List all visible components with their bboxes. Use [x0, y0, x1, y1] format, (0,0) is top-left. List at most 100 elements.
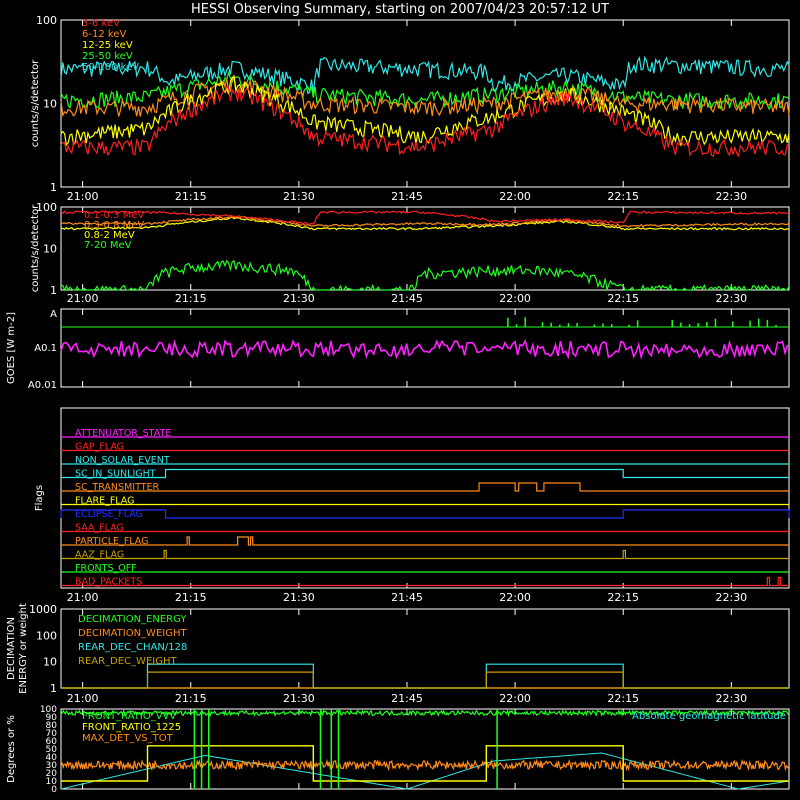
- series-line-0.1-0.3 MeV: [60, 210, 790, 225]
- series-line-latitude: [60, 752, 790, 790]
- y-tick-label: A: [50, 309, 57, 320]
- y-tick-label: 1000: [29, 603, 57, 616]
- series-line-0.3-0.8 MeV: [60, 215, 790, 228]
- legend-entry: 6-12 keV: [82, 29, 126, 40]
- legend-entry: 50-100 keV: [82, 62, 139, 73]
- x-tick-label: 22:15: [607, 190, 639, 203]
- y-axis-label: counts/s/detector: [30, 204, 41, 292]
- y-tick-label: 1: [50, 284, 57, 297]
- x-tick-label: 21:45: [391, 692, 423, 705]
- legend-entry: 7-20 MeV: [84, 240, 132, 251]
- series-line-REAR_DEC_WEIGHT: [61, 671, 789, 689]
- x-tick-label: 21:00: [67, 692, 99, 705]
- y-tick-label: 10: [46, 777, 58, 787]
- y-tick-label: 100: [36, 201, 57, 214]
- series-line-0.8-2 MeV: [60, 216, 790, 231]
- x-tick-label: 22:00: [499, 190, 531, 203]
- panel-frame-flags: [60, 407, 790, 589]
- series-line-7-20 MeV: [60, 259, 790, 292]
- series-line-REAR_DEC_CHAN/128: [61, 663, 789, 689]
- series-line-GOES low: [60, 339, 789, 361]
- x-tick-label: 22:30: [715, 190, 747, 203]
- y-tick-label: 0: [51, 785, 57, 795]
- y-tick-label: A0.1: [34, 343, 57, 354]
- series-line-12-25 keV: [60, 76, 790, 148]
- legend-entry: 0.3-0.8 MeV: [84, 220, 144, 231]
- y-tick-label: 50: [46, 745, 58, 755]
- flag-label: SAA_FLAG: [75, 523, 124, 534]
- x-tick-label: 22:30: [715, 692, 747, 705]
- y-tick-label: 10: [43, 243, 57, 256]
- flag-line-PARTICLE_FLAG: [61, 536, 789, 546]
- y-tick-label: 100: [36, 14, 57, 27]
- x-tick-label: 21:45: [391, 292, 423, 305]
- legend-entry: 0.8-2 MeV: [84, 230, 135, 241]
- x-tick-label: 22:00: [499, 591, 531, 604]
- y-tick-label: A0.01: [28, 380, 57, 391]
- y-tick-label: 80: [46, 721, 58, 731]
- flag-label: SC_IN_SUNLIGHT: [75, 469, 156, 480]
- legend-entry: 12-25 keV: [82, 40, 133, 51]
- flag-label: GAP_FLAG: [75, 442, 124, 453]
- legend-entry: FRONT_RATIO_VVV: [82, 711, 176, 722]
- x-tick-label: 21:30: [283, 292, 315, 305]
- legend-entry: MAX_DET_VS_TOT: [82, 733, 174, 744]
- x-tick-label: 22:15: [607, 692, 639, 705]
- panel-frame-lightcurves-high: [60, 206, 790, 291]
- series-line-6-12 keV: [60, 74, 790, 118]
- x-tick-label: 22:15: [607, 591, 639, 604]
- panel-frame-goes: [60, 308, 790, 388]
- flag-line-SC_IN_SUNLIGHT: [61, 468, 789, 479]
- legend-entry: DECIMATION_ENERGY: [78, 614, 187, 625]
- legend-entry: REAR_DEC_WEIGHT: [78, 656, 177, 667]
- y-tick-label: 100: [40, 705, 57, 715]
- x-tick-label: 21:00: [67, 190, 99, 203]
- flag-label: BAD_PACKETS: [75, 577, 142, 588]
- series-line-50-100 keV: [60, 55, 790, 95]
- y-axis-label: GOES [W m-2]: [6, 312, 17, 384]
- y-tick-label: 1: [50, 181, 57, 194]
- panel-frame-ratios: [60, 708, 790, 790]
- y-axis-label: ENERGY or weight: [18, 603, 29, 694]
- x-tick-label: 22:15: [607, 292, 639, 305]
- flag-label: ATTENUATOR_STATE: [75, 428, 171, 439]
- series-line-3-6 keV: [60, 85, 790, 158]
- flag-label: AAZ_FLAG: [75, 550, 124, 561]
- y-axis-label: DECIMATION: [6, 617, 17, 680]
- x-tick-label: 21:30: [283, 692, 315, 705]
- legend-entry: REAR_DEC_CHAN/128: [78, 642, 187, 653]
- x-tick-label: 22:00: [499, 292, 531, 305]
- x-tick-label: 22:00: [499, 692, 531, 705]
- flag-label: NON_SOLAR_EVENT: [75, 455, 170, 466]
- x-tick-label: 22:30: [715, 591, 747, 604]
- x-tick-label: 21:15: [175, 591, 207, 604]
- series-line-MAX_DET_VS_TOT: [60, 758, 790, 772]
- x-tick-label: 21:45: [391, 190, 423, 203]
- chart-title: HESSI Observing Summary, starting on 200…: [191, 2, 609, 17]
- x-tick-label: 21:15: [175, 692, 207, 705]
- y-tick-label: 40: [46, 753, 58, 763]
- legend-entry: 25-50 keV: [82, 51, 133, 62]
- x-tick-label: 21:15: [175, 292, 207, 305]
- series-line-25-50 keV: [60, 70, 790, 111]
- legend-entry: FRONT_RATIO_1225: [82, 722, 181, 733]
- flag-line-BAD_PACKETS: [61, 576, 789, 587]
- y-tick-label: 90: [46, 713, 58, 723]
- x-tick-label: 21:15: [175, 190, 207, 203]
- x-tick-label: 21:00: [67, 292, 99, 305]
- y-tick-label: 10: [43, 98, 57, 111]
- legend-entry: 0.1-0.3 MeV: [84, 210, 144, 221]
- y-tick-label: 30: [46, 761, 58, 771]
- y-tick-label: 60: [46, 737, 58, 747]
- flag-line-AAZ_FLAG: [61, 549, 789, 560]
- legend-entry: DECIMATION_WEIGHT: [78, 628, 187, 639]
- y-axis-label: Degrees or %: [6, 715, 17, 783]
- flag-label: PARTICLE_FLAG: [75, 536, 148, 547]
- y-tick-label: 20: [46, 769, 58, 779]
- y-axis-label: counts/s/detector: [30, 59, 41, 147]
- legend-entry: Absolute geomagnetic latitude: [632, 711, 786, 722]
- y-tick-label: 10: [43, 656, 57, 669]
- legend-entry: 3-6 keV: [82, 18, 120, 29]
- x-tick-label: 22:30: [715, 292, 747, 305]
